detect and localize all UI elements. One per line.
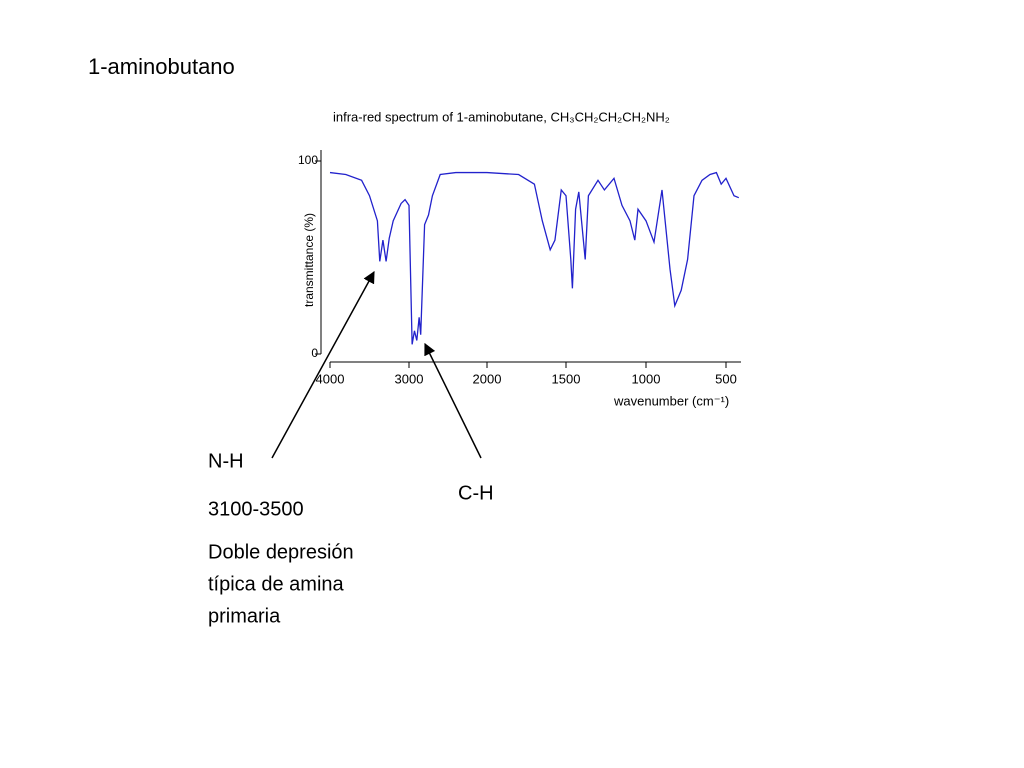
x-tick-label: 2000 (473, 371, 502, 386)
nh-note: primaria (208, 605, 281, 627)
nh-note: Doble depresión (208, 541, 354, 563)
x-tick-label: 4000 (316, 371, 345, 386)
x-tick-label: 1000 (632, 371, 661, 386)
nh-range: 3100-3500 (208, 498, 304, 520)
nh-label: N-H (208, 450, 244, 472)
x-tick-label: 1500 (552, 371, 581, 386)
chart-title: infra-red spectrum of 1-aminobutane, CH₃… (333, 109, 670, 124)
y-tick-label: 100 (298, 153, 318, 167)
heading: 1-aminobutano (88, 54, 235, 79)
spectrum-line (329, 171, 740, 345)
y-axis-label: transmittance (%) (302, 213, 316, 307)
y-tick-label: 0 (311, 346, 318, 360)
x-tick-label: 500 (715, 371, 737, 386)
x-axis-label: wavenumber (cm⁻¹) (613, 393, 729, 408)
arrow (424, 342, 482, 459)
ch-label: C-H (458, 482, 494, 504)
x-tick-label: 3000 (395, 371, 424, 386)
arrow (271, 270, 375, 459)
nh-note: típica de amina (208, 573, 345, 595)
